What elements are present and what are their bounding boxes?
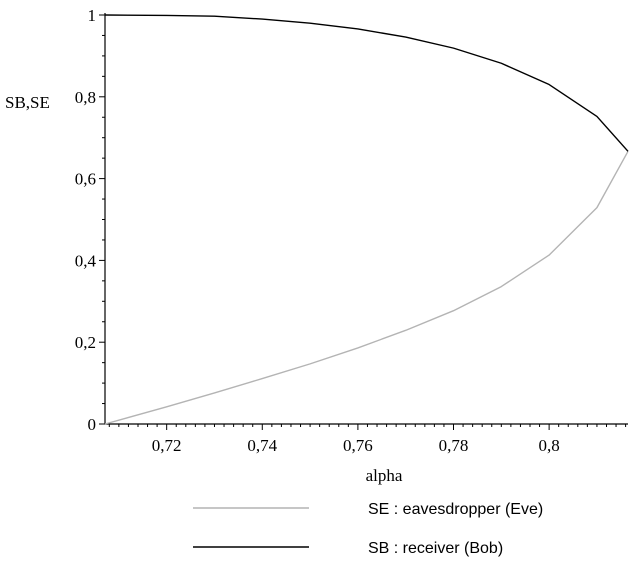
legend: SE : eavesdropper (Eve) SB : receiver (Bo…: [193, 501, 543, 557]
y-tick-label: 0,4: [75, 251, 97, 270]
x-tick-label: 0,72: [152, 436, 182, 455]
y-tick-label: 0,6: [75, 170, 96, 189]
x-tick-label: 0,76: [343, 436, 373, 455]
y-axis-title: SB,SE: [5, 93, 50, 112]
series-se-eve-line: [104, 150, 629, 425]
x-tick-label: 0,78: [439, 436, 469, 455]
series-layer: [104, 14, 629, 425]
x-axis-title: alpha: [366, 466, 403, 485]
y-tick-label: 0,8: [75, 88, 96, 107]
y-tick-label: 1: [88, 6, 97, 25]
y-axis-ticks: 0 0,2 0,4 0,6 0,8 1: [75, 6, 105, 434]
x-axis-ticks: 0,72 0,74 0,76 0,78 0,8: [108, 424, 627, 455]
series-sb-bob-line: [104, 14, 629, 152]
legend-label-sb: SB : receiver (Bob): [368, 540, 503, 557]
y-tick-label: 0,2: [75, 333, 96, 352]
legend-label-se: SE : eavesdropper (Eve): [368, 501, 543, 518]
y-tick-label: 0: [88, 415, 97, 434]
x-tick-label: 0,8: [538, 436, 559, 455]
x-tick-label: 0,74: [247, 436, 277, 455]
